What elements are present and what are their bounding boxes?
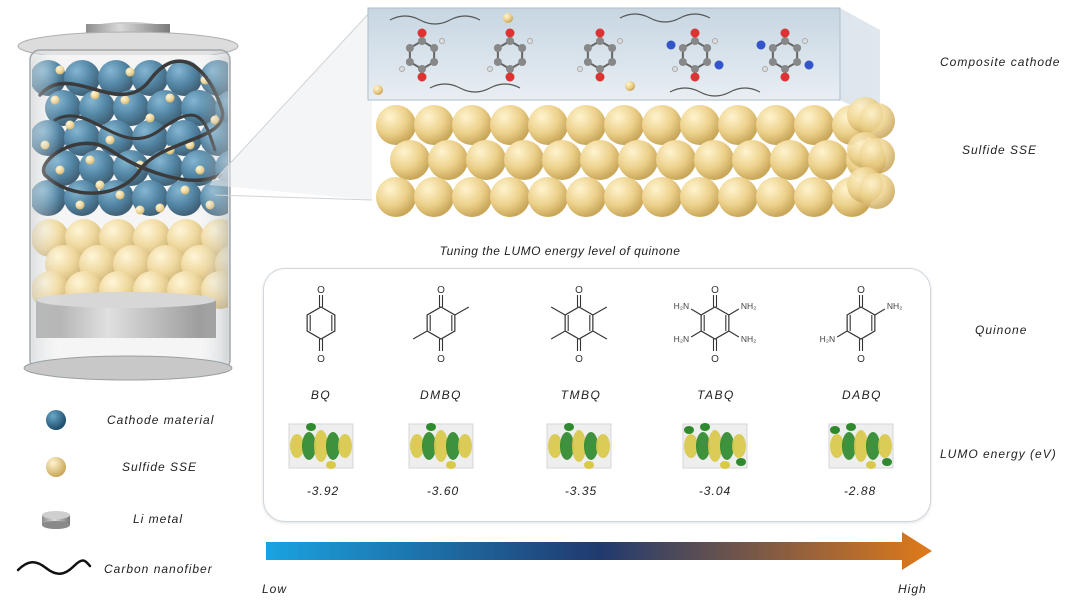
amine-label: NH₂ xyxy=(741,334,757,344)
lumo-gradient-arrow xyxy=(266,532,932,570)
lumo-orbital-icon xyxy=(546,423,612,469)
wavy-line-icon xyxy=(16,559,92,575)
oxygen-label: O xyxy=(437,354,445,365)
lumo-orbital-icon xyxy=(288,423,354,469)
arrow-high-label: High xyxy=(898,582,927,596)
lumo-orbital-icon xyxy=(682,423,748,469)
amine-label: NH₂ xyxy=(887,301,903,311)
molecule-name-tmbq: TMBQ xyxy=(560,388,602,402)
lumo-orbital-icon xyxy=(408,423,474,469)
battery-illustration xyxy=(17,22,239,381)
quinone-structure: OO xyxy=(550,285,608,365)
oxygen-label: O xyxy=(437,285,445,296)
li-disc-icon xyxy=(42,511,70,529)
label-sulfide-sse: Sulfide SSE xyxy=(962,143,1038,157)
quinone-structure: O O NH₂ H₂N xyxy=(820,285,903,365)
oxygen-label: O xyxy=(317,354,325,365)
lumo-orbital-icon xyxy=(828,423,894,469)
label-composite-cathode: Composite cathode xyxy=(940,55,1061,69)
molecule-name-dabq: DABQ xyxy=(841,388,882,402)
legend-label-cathode: Cathode material xyxy=(107,413,215,427)
legend-label-li: Li metal xyxy=(133,512,184,526)
molecule-name-tabq: TABQ xyxy=(697,388,735,402)
amine-label: H₂N xyxy=(820,334,836,344)
blue-sphere-icon xyxy=(46,410,66,430)
tuning-title: Tuning the LUMO energy level of quinone xyxy=(439,244,681,258)
energy-tmbq: -3.35 xyxy=(564,484,598,498)
oxygen-label: O xyxy=(857,285,865,296)
label-lumo-energy: LUMO energy (eV) xyxy=(940,447,1057,461)
legend-label-cnf: Carbon nanofiber xyxy=(104,562,213,576)
quinone-structure: O O NH₂ NH₂ H₂N H₂N xyxy=(674,285,757,365)
oxygen-label: O xyxy=(575,354,583,365)
oxygen-label: O xyxy=(711,354,719,365)
quinone-structure: OO xyxy=(412,285,470,365)
energy-tabq: -3.04 xyxy=(698,484,732,498)
label-quinone: Quinone xyxy=(975,323,1028,337)
quinone-panel xyxy=(263,268,931,522)
arrow-low-label: Low xyxy=(262,582,288,596)
energy-bq: -3.92 xyxy=(306,484,340,498)
cathode-stack-3d xyxy=(367,7,895,217)
yellow-sphere-icon xyxy=(46,457,66,477)
quinone-structure: OO xyxy=(306,285,336,365)
energy-dabq: -2.88 xyxy=(843,484,877,498)
oxygen-label: O xyxy=(317,285,325,296)
oxygen-label: O xyxy=(575,285,583,296)
oxygen-label: O xyxy=(711,285,719,296)
molecule-name-bq: BQ xyxy=(310,388,332,402)
amine-label: H₂N xyxy=(674,334,690,344)
energy-dmbq: -3.60 xyxy=(426,484,460,498)
oxygen-label: O xyxy=(857,354,865,365)
legend-label-sse: Sulfide SSE xyxy=(122,460,198,474)
molecule-name-dmbq: DMBQ xyxy=(420,388,462,402)
amine-label: H₂N xyxy=(674,301,690,311)
amine-label: NH₂ xyxy=(741,301,757,311)
